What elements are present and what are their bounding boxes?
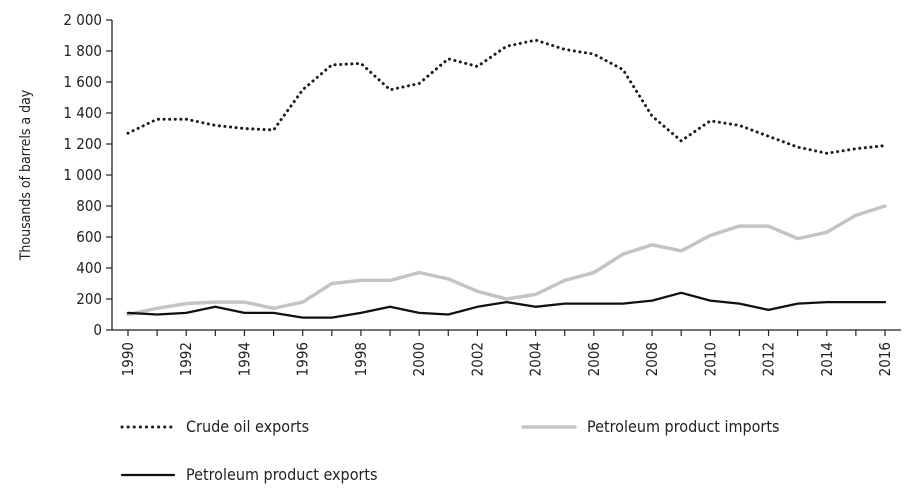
x-tick-label: 2012 (760, 342, 778, 376)
x-tick-label: 2014 (818, 342, 836, 376)
x-tick-label: 1998 (352, 342, 370, 376)
y-tick-label: 200 (76, 290, 102, 308)
legend-label-crude-oil-exports: Crude oil exports (186, 417, 309, 436)
x-tick-label: 2000 (410, 342, 428, 376)
y-tick-label: 1 800 (63, 42, 102, 60)
y-axis-title: Thousands of barrels a day (18, 89, 34, 261)
y-ticks: 0 200 400 600 800 1 000 1 200 1 400 1 600 1 800 2 … (63, 11, 112, 339)
y-tick-label: 0 (93, 321, 102, 339)
x-tick-label: 2010 (701, 342, 719, 376)
x-tick-label: 2006 (585, 342, 603, 376)
y-tick-label: 400 (76, 259, 102, 277)
x-tick-label: 1992 (177, 342, 195, 376)
axes (111, 20, 901, 331)
legend: Crude oil exports Petroleum product impor… (120, 417, 779, 484)
x-tick-label: 2002 (468, 342, 486, 376)
legend-label-petroleum-product-imports: Petroleum product imports (587, 417, 779, 436)
y-tick-label: 1 200 (63, 135, 102, 153)
x-tick-label: 1996 (294, 342, 312, 376)
x-tick-label: 1994 (235, 342, 253, 376)
x-tick-label: 1990 (119, 342, 137, 376)
y-tick-label: 1 000 (63, 166, 102, 184)
x-ticks: 1990 1992 1994 1996 1998 2000 2002 2004 2006 2008… (119, 330, 894, 376)
series-lines (126, 38, 887, 319)
y-axis-title-group: Thousands of barrels a day (18, 89, 34, 261)
y-tick-label: 1 400 (63, 104, 102, 122)
y-tick-label: 600 (76, 228, 102, 246)
x-tick-label: 2016 (876, 342, 894, 376)
x-tick-label: 2004 (527, 342, 545, 376)
series-line-petroleum-product-imports (126, 204, 887, 317)
series-line-petroleum-product-exports (126, 291, 887, 319)
legend-label-petroleum-product-exports: Petroleum product exports (186, 465, 378, 484)
x-tick-label: 2008 (643, 342, 661, 376)
y-tick-label: 2 000 (63, 11, 102, 29)
series-line-crude-oil-exports (126, 38, 887, 155)
y-tick-label: 800 (76, 197, 102, 215)
y-tick-label: 1 600 (63, 73, 102, 91)
